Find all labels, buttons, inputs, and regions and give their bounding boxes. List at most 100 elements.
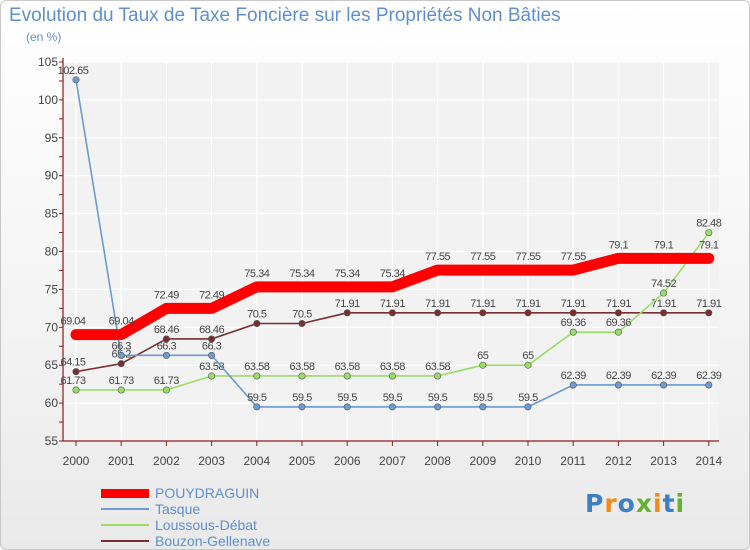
x-tick-label: 2003 [198,454,225,468]
data-label: 66.3 [157,340,177,352]
y-tick-label: 75 [45,282,59,296]
x-tick-label: 2004 [243,454,270,468]
data-label: 62.39 [561,370,586,382]
data-point [479,403,487,411]
data-point [117,360,125,368]
data-label: 71.91 [380,298,405,310]
logo-letter: t [662,489,676,518]
y-tick-label: 70 [45,320,59,334]
data-point [524,361,532,369]
data-point [72,76,80,84]
data-point [162,351,170,359]
data-point [705,381,713,389]
data-label: 61.73 [154,375,179,387]
data-label: 59.5 [247,392,267,404]
data-point [208,351,216,359]
legend-label: Tasque [155,501,201,517]
data-point [614,381,622,389]
data-label: 61.73 [60,375,85,387]
data-label: 75.34 [335,268,360,280]
legend-item: POUYDRAGUIN [101,485,270,501]
data-point [388,309,396,317]
legend-label: POUYDRAGUIN [155,485,260,501]
data-point [298,320,306,328]
data-label: 72.49 [154,289,179,301]
data-point [479,361,487,369]
data-label: 75.34 [244,268,269,280]
data-label: 59.5 [292,392,312,404]
data-label: 66.3 [202,340,222,352]
data-label: 77.55 [515,251,540,263]
chart-legend: POUYDRAGUIN Tasque Loussous-Débat Bouzon-Ge… [101,485,270,549]
data-point [298,372,306,380]
data-label: 69.36 [606,317,631,329]
x-tick-label: 2006 [334,454,361,468]
data-point [117,386,125,394]
legend-item: Loussous-Débat [101,517,270,533]
data-point [298,403,306,411]
y-tick-label: 80 [45,245,59,259]
data-label: 75.34 [380,268,405,280]
data-label: 71.91 [606,298,631,310]
data-label: 79.1 [654,239,674,251]
data-point [208,335,216,343]
data-label: 62.39 [651,370,676,382]
data-point [660,381,668,389]
data-label: 69.04 [109,316,134,328]
data-label: 59.5 [383,392,403,404]
legend-label: Bouzon-Gellenave [155,533,271,549]
data-point [162,386,170,394]
data-label: 63.58 [425,361,450,373]
legend-swatch [101,524,149,526]
y-tick-label: 100 [38,93,58,107]
data-point [253,320,261,328]
data-label: 102.65 [58,65,89,77]
data-label: 71.91 [335,298,360,310]
y-tick-label: 65 [45,358,59,372]
x-tick-label: 2011 [560,454,586,468]
data-label: 71.91 [425,298,450,310]
data-label: 63.58 [199,361,224,373]
y-tick-label: 60 [45,396,59,410]
data-point [253,403,261,411]
data-label: 77.55 [470,251,495,263]
y-tick-label: 90 [45,169,59,183]
data-point [343,309,351,317]
data-point [660,309,668,317]
data-point [162,335,170,343]
y-tick-label: 105 [38,55,58,69]
x-tick-label: 2013 [650,454,677,468]
x-tick-label: 2014 [695,454,722,468]
data-label: 63.58 [289,361,314,373]
data-label: 61.73 [109,375,134,387]
data-point [705,309,713,317]
data-label: 63.58 [380,361,405,373]
proxiti-logo: Proxiti [585,489,685,518]
data-label: 77.55 [561,251,586,263]
data-label: 65 [477,350,489,362]
legend-swatch [101,488,149,498]
data-point [343,372,351,380]
data-label: 63.58 [244,361,269,373]
x-tick-label: 2009 [469,454,496,468]
data-label: 59.5 [337,392,357,404]
legend-swatch [101,508,149,510]
data-label: 69.36 [561,317,586,329]
series-pouydraguin: 69.04 69.04 72.49 72.49 75.34 75.34 75.34 75.34… [60,239,719,341]
data-label: 71.91 [561,298,586,310]
data-label: 66.3 [111,340,131,352]
data-point [569,328,577,336]
data-point [434,309,442,317]
x-tick-label: 2001 [108,454,135,468]
data-label: 71.91 [515,298,540,310]
data-label: 82.48 [696,218,721,230]
data-point [569,381,577,389]
x-tick-label: 2005 [289,454,316,468]
y-tick-label: 95 [45,131,59,145]
data-label: 79.1 [609,239,629,251]
data-label: 59.5 [473,392,493,404]
data-label: 62.39 [606,370,631,382]
data-point [434,372,442,380]
